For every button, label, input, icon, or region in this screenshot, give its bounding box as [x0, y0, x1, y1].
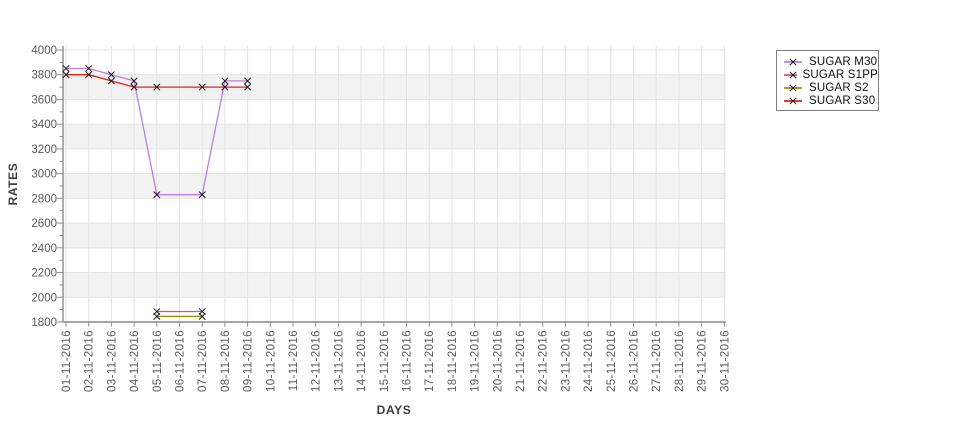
- x-tick-label: 08-11-2016: [220, 330, 232, 392]
- series-lines: [62, 64, 252, 320]
- y-tick-label: 2400: [31, 243, 57, 255]
- x-axis-tick-labels: 01-11-2016 02-11-2016 03-11-2016 04-11-2016…: [61, 330, 731, 392]
- axes: [62, 46, 726, 323]
- legend-swatch-sugar-m30: [784, 57, 802, 66]
- legend: SUGAR M30 SUGAR S1PP SUGAR S2 SUGAR S30: [776, 50, 879, 111]
- x-tick-label: 15-11-2016: [379, 330, 391, 392]
- y-tick-label: 3000: [31, 169, 57, 181]
- y-tick-label: 3400: [31, 119, 57, 131]
- x-tick-label: 20-11-2016: [492, 330, 504, 392]
- x-tick-label: 21-11-2016: [515, 330, 527, 392]
- x-tick-label: 29-11-2016: [697, 330, 709, 392]
- x-tick-label: 22-11-2016: [538, 330, 550, 392]
- x-tick-label: 12-11-2016: [311, 330, 323, 392]
- x-tick-label: 24-11-2016: [583, 330, 595, 392]
- x-tick-label: 16-11-2016: [402, 330, 414, 392]
- y-axis-title: RATES: [6, 163, 20, 206]
- legend-swatch-sugar-s30: [784, 96, 802, 105]
- x-tick-label: 25-11-2016: [606, 330, 618, 392]
- x-tick-label: 04-11-2016: [129, 330, 141, 392]
- y-axis-tick-labels: 1800 2000 2200 2400 2600 2800 3000 3200 3400 3600…: [31, 45, 57, 329]
- x-tick-label: 27-11-2016: [651, 330, 663, 392]
- series-markers-sugar-s2: [153, 312, 206, 320]
- x-axis-title: DAYS: [377, 403, 412, 417]
- x-tick-label: 13-11-2016: [333, 330, 345, 392]
- legend-item-sugar-s2: SUGAR S2: [783, 81, 878, 94]
- series-line-sugar-s30: [66, 74, 248, 88]
- y-tick-label: 2200: [31, 268, 57, 280]
- legend-item-sugar-m30: SUGAR M30: [783, 55, 878, 68]
- gridlines: [63, 46, 726, 323]
- x-tick-label: 19-11-2016: [470, 330, 482, 392]
- x-tick-label: 06-11-2016: [175, 330, 187, 392]
- x-tick-label: 28-11-2016: [674, 330, 686, 392]
- x-tick-label: 10-11-2016: [265, 330, 277, 392]
- series-markers-sugar-m30: [62, 64, 252, 199]
- x-tick-label: 23-11-2016: [560, 330, 572, 392]
- axis-ticks: [57, 49, 725, 327]
- x-tick-label: 26-11-2016: [629, 330, 641, 392]
- series-markers-sugar-s30: [62, 71, 252, 91]
- plot-background-bands: [63, 50, 726, 322]
- y-tick-label: 3800: [31, 70, 57, 82]
- x-tick-label: 14-11-2016: [356, 330, 368, 392]
- x-tick-label: 17-11-2016: [424, 330, 436, 392]
- legend-label: SUGAR M30: [809, 55, 878, 68]
- x-tick-label: 11-11-2016: [288, 330, 300, 391]
- y-tick-label: 3200: [31, 144, 57, 156]
- y-tick-label: 2600: [31, 218, 57, 230]
- y-tick-label: 1800: [31, 317, 57, 329]
- x-tick-label: 30-11-2016: [719, 330, 731, 392]
- series-line-sugar-m30: [66, 67, 248, 196]
- x-tick-label: 18-11-2016: [447, 330, 459, 392]
- legend-item-sugar-s1pp: SUGAR S1PP: [783, 68, 878, 81]
- y-tick-label: 2000: [31, 292, 57, 304]
- x-tick-label: 01-11-2016: [61, 330, 73, 392]
- y-tick-label: 2800: [31, 193, 57, 205]
- legend-label: SUGAR S30: [809, 94, 876, 107]
- legend-label: SUGAR S1PP: [802, 68, 878, 81]
- x-tick-label: 02-11-2016: [84, 330, 96, 392]
- x-tick-label: 09-11-2016: [243, 330, 255, 392]
- y-tick-label: 4000: [31, 45, 57, 57]
- x-tick-label: 05-11-2016: [152, 330, 164, 392]
- legend-label: SUGAR S2: [809, 81, 869, 94]
- legend-item-sugar-s30: SUGAR S30: [783, 94, 878, 107]
- x-tick-label: 03-11-2016: [106, 330, 118, 392]
- series-markers-sugar-s1pp: [153, 307, 206, 316]
- x-tick-label: 07-11-2016: [197, 330, 209, 392]
- legend-swatch-sugar-s1pp: [784, 70, 797, 79]
- legend-swatch-sugar-s2: [784, 83, 802, 92]
- y-tick-label: 3600: [31, 94, 57, 106]
